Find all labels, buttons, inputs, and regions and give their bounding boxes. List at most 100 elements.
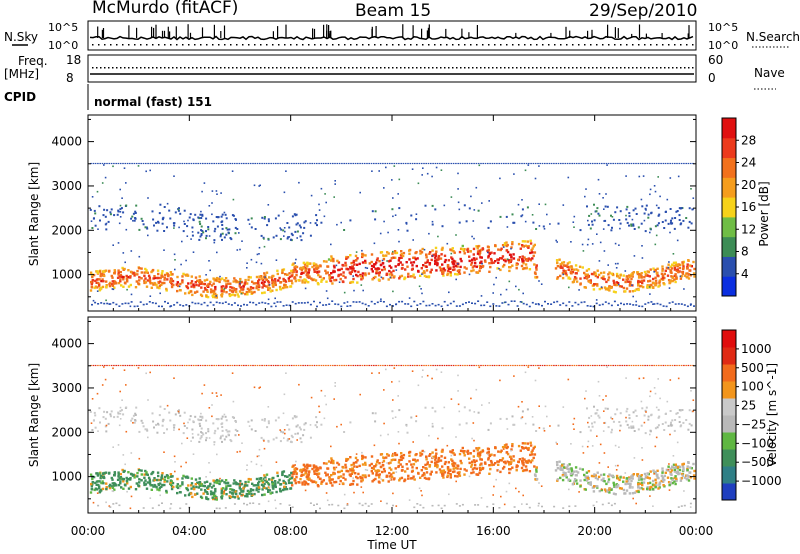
echo-cell	[283, 437, 285, 439]
echo-cell	[614, 291, 617, 294]
nsearch-dot	[344, 44, 346, 46]
echo-cell	[578, 289, 580, 291]
echo-cell	[198, 281, 202, 284]
nave-dot	[512, 67, 514, 69]
echo-cell	[119, 480, 122, 483]
echo-cell	[258, 275, 261, 278]
echo-cell	[475, 265, 478, 268]
echo-cell	[225, 493, 228, 496]
echo-cell	[361, 272, 365, 275]
echo-cell	[256, 253, 259, 256]
echo-cell	[319, 301, 321, 304]
echo-cell	[389, 162, 391, 165]
echo-cell	[140, 267, 143, 270]
echo-cell	[144, 483, 148, 486]
echo-cell	[631, 477, 634, 480]
echo-cell	[176, 483, 179, 486]
echo-cell	[615, 469, 618, 471]
echo-cell	[549, 425, 551, 427]
nave-dot	[560, 67, 562, 69]
echo-cell	[232, 287, 236, 290]
echo-cell	[318, 405, 320, 408]
nave-dot	[280, 67, 282, 69]
echo-cell	[97, 162, 99, 165]
echo-cell	[216, 225, 219, 228]
echo-cell	[550, 303, 553, 305]
echo-cell	[182, 432, 185, 435]
echo-cell	[105, 222, 108, 225]
echo-cell	[295, 415, 298, 418]
echo-cell	[125, 406, 128, 409]
echo-cell	[690, 222, 693, 225]
echo-cell	[355, 475, 358, 479]
echo-cell	[448, 493, 450, 496]
echo-cell	[394, 214, 397, 216]
echo-cell	[520, 264, 524, 268]
echo-cell	[618, 285, 622, 288]
echo-cell	[673, 227, 676, 230]
echo-cell	[413, 276, 416, 279]
echo-cell	[95, 281, 98, 284]
echo-cell	[500, 162, 503, 165]
echo-cell	[361, 454, 364, 458]
echo-cell	[468, 301, 470, 303]
echo-cell	[246, 262, 248, 264]
nsky-line	[89, 35, 694, 41]
echo-cell	[613, 485, 616, 488]
echo-cell	[504, 258, 507, 261]
echo-cell	[337, 268, 340, 272]
echo-cell	[98, 485, 101, 488]
echo-cell	[431, 249, 434, 252]
echo-cell	[235, 218, 237, 221]
echo-cell	[208, 205, 211, 207]
echo-cell	[191, 226, 194, 229]
echo-cell	[177, 209, 180, 212]
echo-cell	[251, 280, 254, 283]
echo-cell	[338, 470, 341, 474]
echo-cell	[669, 410, 672, 412]
echo-cell	[248, 425, 251, 427]
echo-cell	[463, 473, 466, 476]
echo-cell	[221, 213, 224, 216]
echo-cell	[392, 471, 395, 475]
echo-cell	[180, 465, 182, 468]
echo-cell	[325, 201, 327, 204]
nave-dot	[408, 67, 410, 69]
echo-cell	[97, 303, 100, 305]
nave-dot	[536, 67, 538, 69]
echo-cell	[443, 269, 447, 272]
echo-cell	[668, 261, 670, 263]
echo-cell	[410, 416, 413, 419]
echo-cell	[680, 207, 683, 210]
echo-cell	[214, 279, 217, 282]
echo-cell	[352, 275, 354, 277]
echo-cell	[580, 162, 583, 165]
echo-cell	[459, 247, 463, 250]
echo-cell	[149, 162, 152, 165]
echo-cell	[156, 269, 160, 272]
echo-cell	[203, 484, 207, 488]
echo-cell	[190, 275, 193, 278]
echo-cell	[659, 195, 661, 198]
echo-cell	[90, 482, 93, 486]
echo-cell	[458, 452, 462, 456]
echo-cell	[170, 485, 174, 488]
echo-cell	[336, 425, 338, 428]
echo-cell	[501, 265, 505, 268]
echo-cell	[446, 273, 449, 277]
echo-cell	[656, 469, 659, 472]
echo-cell	[476, 245, 480, 248]
echo-cell	[692, 474, 696, 477]
echo-cell	[448, 162, 450, 165]
echo-cell	[607, 273, 610, 276]
nsearch-dot	[614, 44, 616, 46]
echo-cell	[379, 263, 383, 267]
echo-cell	[276, 272, 279, 276]
echo-cell	[600, 488, 603, 492]
echo-cell	[203, 488, 207, 492]
echo-cell	[133, 274, 136, 277]
echo-cell	[689, 162, 692, 165]
echo-cell	[302, 261, 306, 265]
echo-cell	[144, 267, 147, 271]
echo-cell	[231, 491, 234, 494]
